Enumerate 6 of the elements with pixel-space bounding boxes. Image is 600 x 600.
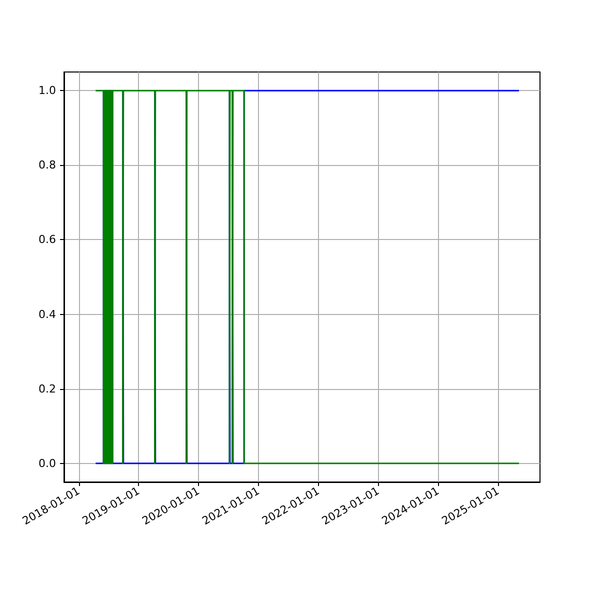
y-tick-label: 0.0: [38, 456, 56, 470]
y-tick-label: 1.0: [38, 84, 56, 98]
y-tick-label: 0.2: [38, 382, 56, 396]
y-tick-label: 0.4: [38, 308, 56, 321]
y-tick-label: 0.8: [38, 158, 56, 172]
y-tick-label: 0.6: [38, 233, 56, 246]
